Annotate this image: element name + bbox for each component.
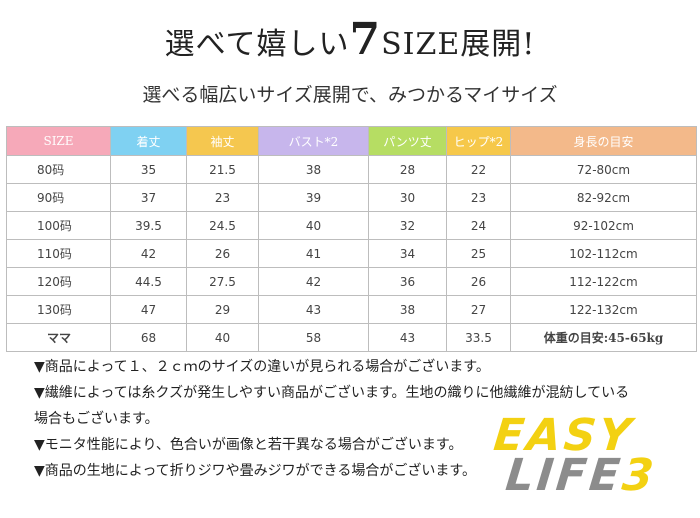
table-cell: 30	[368, 183, 447, 212]
table-header-row: SIZE 着丈 袖丈 バスト*2 パンツ丈 ヒップ*2 身長の目安	[6, 126, 697, 156]
header-hip: ヒップ*2	[446, 126, 511, 156]
table-cell: 38	[258, 155, 369, 184]
easy-life-logo: EASY LIFE3	[491, 410, 694, 510]
table-cell: 40	[258, 211, 369, 240]
header-size: SIZE	[6, 126, 111, 156]
table-row: 80码 35 21.5 38 28 22 72-80cm	[6, 155, 697, 184]
table-cell: 43	[258, 295, 369, 324]
table-cell: 68	[110, 323, 187, 352]
table-cell: 112-122cm	[510, 267, 697, 296]
table-cell: 41	[258, 239, 369, 268]
table-cell: 44.5	[110, 267, 187, 296]
table-row: 120码 44.5 27.5 42 36 26 112-122cm	[6, 267, 697, 296]
table-cell: 122-132cm	[510, 295, 697, 324]
header-length: 着丈	[110, 126, 187, 156]
table-cell: 28	[368, 155, 447, 184]
table-cell: 23	[446, 183, 511, 212]
table-cell: 24	[446, 211, 511, 240]
table-cell: 92-102cm	[510, 211, 697, 240]
table-cell: 39	[258, 183, 369, 212]
size-label: 90码	[6, 183, 111, 212]
page-subtitle: 選べる幅広いサイズ展開で、みつかるマイサイズ	[142, 84, 558, 106]
table-cell: 29	[186, 295, 259, 324]
size-label: 100码	[6, 211, 111, 240]
table-cell: 58	[258, 323, 369, 352]
table-cell: 82-92cm	[510, 183, 697, 212]
table-cell: 72-80cm	[510, 155, 697, 184]
title-prefix: 選べて嬉しい	[164, 27, 350, 62]
table-cell: 38	[368, 295, 447, 324]
table-cell: 32	[368, 211, 447, 240]
table-cell: 36	[368, 267, 447, 296]
note-line: ▼繊維によっては糸クズが発生しやすい商品がございます。生地の織りに他繊維が混紡し…	[34, 385, 630, 401]
table-cell: 25	[446, 239, 511, 268]
table-cell: 42	[110, 239, 187, 268]
size-label: 130码	[6, 295, 111, 324]
table-row: 130码 47 29 43 38 27 122-132cm	[6, 295, 697, 324]
table-cell: 23	[186, 183, 259, 212]
table-cell: 43	[368, 323, 447, 352]
size-label: ママ	[6, 323, 111, 352]
logo-word: LIFE	[503, 450, 626, 501]
table-row: 90码 37 23 39 30 23 82-92cm	[6, 183, 697, 212]
table-cell: 22	[446, 155, 511, 184]
size-label: 110码	[6, 239, 111, 268]
table-cell: 27.5	[186, 267, 259, 296]
header-height-guide: 身長の目安	[510, 126, 697, 156]
header-sleeve: 袖丈	[186, 126, 259, 156]
header-pants-length: パンツ丈	[368, 126, 447, 156]
table-cell: 26	[446, 267, 511, 296]
table-cell: 39.5	[110, 211, 187, 240]
table-cell: 47	[110, 295, 187, 324]
table-row: 100码 39.5 24.5 40 32 24 92-102cm	[6, 211, 697, 240]
table-cell: 34	[368, 239, 447, 268]
table-cell: 102-112cm	[510, 239, 697, 268]
table-cell: 27	[446, 295, 511, 324]
weight-guide-cell: 体重の目安:45-65kg	[510, 323, 697, 352]
table-cell: 26	[186, 239, 259, 268]
note-line: ▼商品によって１、２ｃｍのサイズの違いが見られる場合がございます。	[34, 359, 490, 375]
notes-section: ▼商品によって１、２ｃｍのサイズの違いが見られる場合がございます。 ▼繊維によっ…	[34, 354, 684, 484]
note-line: ▼モニタ性能により、色合いが画像と若干異なる場合がございます。	[34, 437, 463, 453]
table-cell: 21.5	[186, 155, 259, 184]
table-cell: 42	[258, 267, 369, 296]
note-line: 場合もございます。	[34, 411, 159, 427]
table-cell: 40	[186, 323, 259, 352]
header-bust: バスト*2	[258, 126, 369, 156]
title-size-count: 7	[349, 14, 382, 65]
table-cell: 37	[110, 183, 187, 212]
logo-line-2: LIFE3	[503, 450, 659, 501]
table-cell: 24.5	[186, 211, 259, 240]
title-suffix: SIZE展開!	[381, 27, 536, 62]
note-line: ▼商品の生地によって折りジワや畳みジワができる場合がございます。	[34, 463, 476, 479]
page-title: 選べて嬉しい7SIZE展開!	[0, 14, 700, 65]
size-label: 120码	[6, 267, 111, 296]
logo-number: 3	[619, 450, 659, 501]
size-label: 80码	[6, 155, 111, 184]
table-cell: 33.5	[446, 323, 511, 352]
size-chart-table: SIZE 着丈 袖丈 バスト*2 パンツ丈 ヒップ*2 身長の目安 80码 35…	[6, 126, 697, 352]
table-row: ママ 68 40 58 43 33.5 体重の目安:45-65kg	[6, 323, 697, 352]
table-row: 110码 42 26 41 34 25 102-112cm	[6, 239, 697, 268]
table-cell: 35	[110, 155, 187, 184]
